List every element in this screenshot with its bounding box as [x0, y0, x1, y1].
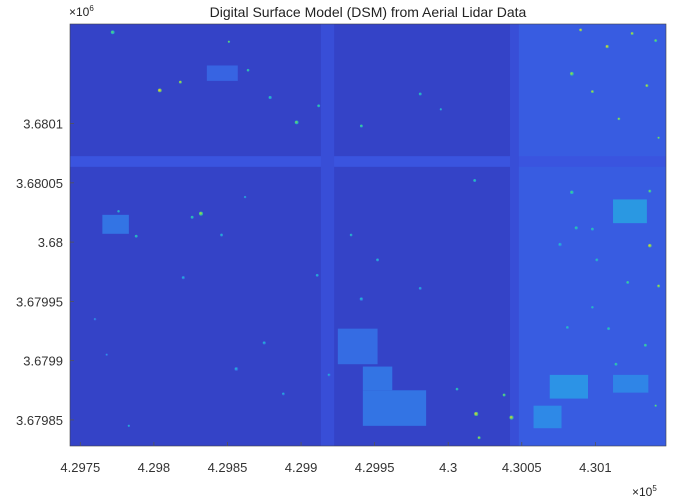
- x-tick-label-7: 4.301: [579, 460, 612, 475]
- x-exponent-base: ×10: [632, 485, 653, 499]
- x-tick-label-2: 4.2985: [208, 460, 248, 475]
- dsm-tree-crown-44: [657, 284, 660, 287]
- x-tick-label-3: 4.299: [285, 460, 318, 475]
- dsm-tree-crown-16: [182, 276, 185, 279]
- dsm-tree-crown-13: [220, 233, 223, 236]
- x-tick-label-6: 4.3005: [502, 460, 542, 475]
- dsm-tree-crown-38: [591, 228, 594, 230]
- dsm-tree-crown-43: [648, 190, 651, 192]
- y-tick-label-1: 3.68005: [16, 176, 63, 191]
- dsm-tree-crown-46: [566, 326, 569, 329]
- dsm-tree-crown-0: [111, 30, 114, 34]
- plot-frame: [69, 23, 667, 447]
- dsm-tree-crown-15: [117, 210, 120, 212]
- dsm-tree-crown-48: [614, 363, 617, 365]
- dsm-building-1: [206, 65, 238, 81]
- y-tick-label-0: 3.6801: [23, 117, 63, 132]
- dsm-road-1: [320, 24, 335, 446]
- dsm-tree-crown-34: [456, 388, 458, 390]
- dsm-tree-crown-58: [617, 117, 620, 120]
- dsm-road-2: [510, 24, 519, 446]
- dsm-tree-crown-23: [234, 367, 238, 370]
- dsm-building-0: [102, 214, 129, 234]
- dsm-building-8: [613, 199, 647, 224]
- dsm-tree-crown-6: [295, 121, 298, 124]
- y-tick-label-4: 3.6799: [23, 354, 63, 369]
- dsm-tree-crown-11: [199, 212, 202, 215]
- y-exponent-power: 6: [89, 4, 94, 13]
- x-tick-label-5: 4.3: [439, 460, 457, 475]
- dsm-tree-crown-40: [595, 258, 598, 261]
- dsm-tree-crown-18: [316, 274, 318, 277]
- dsm-tree-crown-22: [419, 287, 421, 290]
- dsm-tree-crown-39: [558, 243, 561, 246]
- dsm-tree-crown-29: [127, 425, 130, 427]
- dsm-tree-crown-52: [579, 28, 582, 31]
- y-axis-exponent: ×106: [69, 4, 94, 19]
- y-tick-label-2: 3.68: [38, 235, 63, 250]
- chart-title: Digital Surface Model (DSM) from Aerial …: [209, 4, 527, 20]
- dsm-road-0: [70, 156, 666, 167]
- y-tick-label-5: 3.67985: [16, 413, 63, 428]
- dsm-tree-crown-25: [282, 392, 285, 395]
- dsm-tree-crown-33: [503, 393, 505, 396]
- x-tick-label-4: 4.2995: [355, 460, 395, 475]
- dsm-tree-crown-53: [605, 45, 608, 48]
- dsm-tree-crown-30: [473, 179, 476, 182]
- dsm-tree-crown-17: [244, 196, 246, 198]
- dsm-tree-crown-20: [360, 297, 363, 300]
- dsm-tree-crown-21: [376, 258, 379, 261]
- dsm-tree-crown-3: [228, 40, 230, 43]
- y-exponent-base: ×10: [69, 5, 90, 19]
- dsm-tree-crown-12: [191, 216, 193, 218]
- dsm-tree-crown-41: [626, 281, 629, 284]
- dsm-tree-crown-32: [509, 416, 513, 419]
- x-tick-label-1: 4.298: [138, 460, 171, 475]
- dsm-tree-crown-10: [439, 108, 442, 110]
- dsm-tree-crown-54: [631, 32, 633, 35]
- x-tick-label-0: 4.2975: [60, 460, 100, 475]
- y-tick-label-3: 3.67995: [16, 294, 63, 309]
- dsm-tree-crown-49: [644, 344, 647, 346]
- dsm-building-4: [362, 366, 393, 391]
- dsm-tree-crown-4: [247, 69, 249, 71]
- dsm-tree-crown-31: [474, 412, 478, 415]
- dsm-building-6: [549, 374, 589, 399]
- dsm-tree-crown-2: [179, 81, 182, 83]
- dsm-tree-crown-57: [645, 84, 648, 87]
- dsm-tree-crown-1: [158, 89, 161, 92]
- dsm-tree-crown-47: [591, 306, 594, 308]
- dsm-tree-crown-27: [94, 318, 96, 320]
- x-exponent-power: 5: [652, 484, 657, 493]
- dsm-building-7: [613, 374, 649, 393]
- dsm-tree-crown-19: [350, 234, 352, 236]
- dsm-tree-crown-36: [570, 191, 573, 194]
- dsm-tree-crown-14: [135, 235, 137, 237]
- dsm-tree-crown-37: [575, 226, 577, 229]
- dsm-tree-crown-56: [591, 90, 594, 93]
- dsm-building-5: [533, 405, 562, 429]
- dsm-tree-crown-9: [419, 92, 421, 95]
- dsm-tree-crown-26: [327, 373, 330, 376]
- dsm-tree-crown-5: [268, 96, 271, 99]
- dsm-tree-crown-8: [360, 124, 363, 127]
- dsm-building-2: [337, 328, 378, 365]
- dsm-tree-crown-55: [654, 39, 657, 42]
- dsm-tree-crown-50: [654, 404, 657, 407]
- dsm-tree-crown-35: [478, 436, 480, 439]
- dsm-building-3: [362, 390, 427, 426]
- dsm-tree-crown-7: [317, 104, 320, 107]
- dsm-tree-crown-42: [648, 244, 651, 247]
- dsm-tree-crown-45: [607, 327, 610, 330]
- dsm-tree-crown-24: [263, 341, 265, 344]
- dsm-tree-crown-51: [570, 72, 573, 75]
- dsm-tree-crown-59: [657, 136, 660, 139]
- dsm-tree-crown-28: [105, 353, 108, 356]
- dsm-image: [70, 24, 666, 446]
- x-axis-exponent: ×105: [632, 484, 657, 499]
